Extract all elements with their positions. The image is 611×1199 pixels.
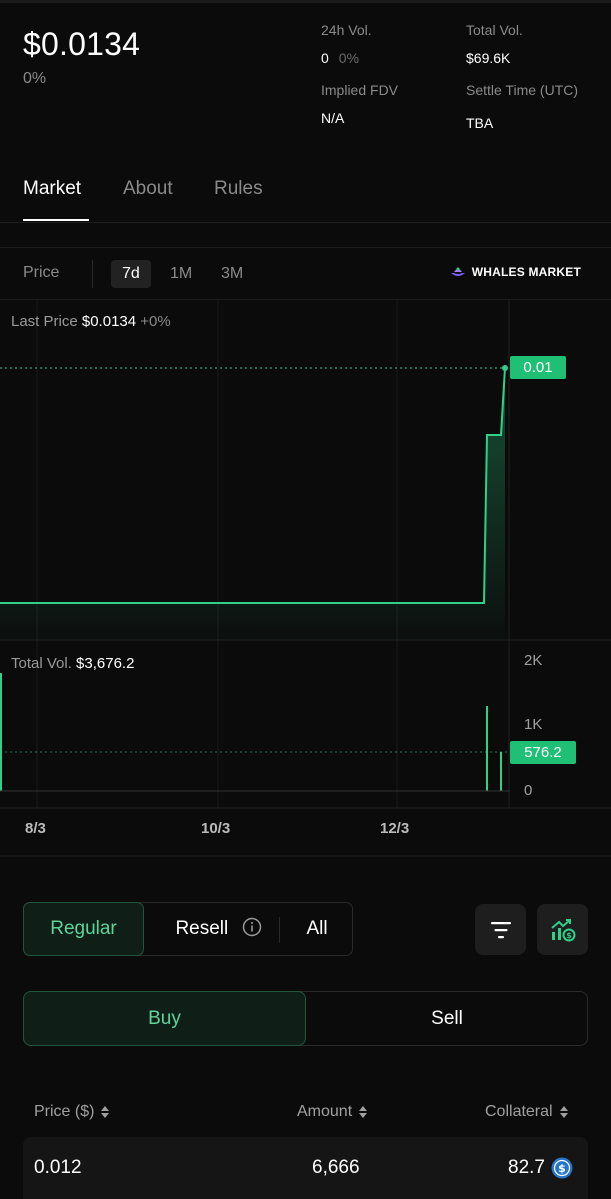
last-price-readout: Last Price $0.0134 +0% [11, 313, 171, 330]
row-collateral: 82.7 $ [508, 1157, 573, 1179]
vol24h-change: 0% [338, 50, 360, 66]
volume-bar [500, 752, 502, 791]
time-axis-tick: 8/3 [25, 820, 46, 837]
section-tabs: Market About Rules [0, 170, 611, 223]
row-collateral-value: 82.7 [508, 1157, 545, 1178]
whale-icon [450, 267, 465, 276]
tab-rules[interactable]: Rules [214, 178, 263, 199]
total-vol-readout: Total Vol. $3,676.2 [11, 655, 134, 672]
settle-time-label: Settle Time (UTC) [466, 82, 579, 98]
volume-bar [486, 706, 488, 791]
vol-axis-tick: 1K [524, 716, 543, 733]
sort-icon [101, 1106, 110, 1118]
sort-icon [559, 1106, 568, 1118]
time-axis-tick: 12/3 [380, 820, 410, 837]
offer-type-resell[interactable]: Resell [156, 903, 281, 955]
price-area [0, 368, 505, 640]
info-icon[interactable] [242, 917, 262, 937]
settle-time-value: TBA [466, 115, 494, 131]
brand-logo: WHALES MARKET [450, 265, 581, 279]
table-row[interactable]: 0.012 6,666 82.7 $ [23, 1137, 588, 1199]
current-price: $0.0134 [23, 26, 141, 62]
chart-growth-icon: $ [550, 918, 575, 941]
total-vol-chart-label: Total Vol. [11, 655, 72, 672]
resell-label: Resell [175, 918, 229, 939]
range-label: Price [23, 264, 60, 281]
brand-name: WHALES MARKET [471, 265, 581, 279]
svg-text:$: $ [566, 931, 572, 940]
buy-tab[interactable]: Buy [23, 991, 306, 1046]
price-header-label: Price ($) [34, 1103, 95, 1120]
total-vol-value: $69.6K [466, 50, 511, 66]
row-amount: 6,666 [312, 1157, 360, 1178]
price-chart-panel: Price 7d 1M 3M WHALES MARKET [0, 247, 611, 857]
amount-column-header[interactable]: Amount [297, 1103, 368, 1121]
amount-header-label: Amount [297, 1103, 353, 1120]
filter-icon [490, 921, 511, 938]
svg-text:$: $ [558, 1162, 566, 1175]
top-divider [0, 0, 611, 3]
filter-button[interactable] [475, 904, 526, 955]
offer-type-all[interactable]: All [306, 918, 328, 939]
range-selector: Price 7d 1M 3M WHALES MARKET [0, 248, 611, 300]
offer-type-regular[interactable]: Regular [23, 902, 144, 956]
tab-market[interactable]: Market [23, 178, 82, 199]
range-divider [92, 260, 93, 288]
last-price-change: +0% [140, 313, 171, 330]
chart-toggle-button[interactable]: $ [537, 904, 588, 955]
row-price: 0.012 [34, 1157, 82, 1178]
price-line [0, 367, 506, 604]
range-7d-button[interactable]: 7d [111, 260, 151, 288]
segment-divider [279, 917, 280, 943]
last-price-label: Last Price [11, 313, 78, 330]
price-change: 0% [23, 70, 47, 87]
time-axis-tick: 10/3 [201, 820, 231, 837]
collateral-column-header[interactable]: Collateral [485, 1103, 569, 1121]
last-price-dot [502, 365, 508, 371]
price-column-header[interactable]: Price ($) [34, 1103, 110, 1121]
fdv-value: N/A [321, 110, 345, 126]
collateral-header-label: Collateral [485, 1103, 553, 1120]
active-tab-indicator [23, 219, 89, 221]
vol24h-label: 24h Vol. [321, 22, 372, 38]
vol-axis-tick: 2K [524, 652, 543, 669]
vol-axis-tick: 0 [524, 782, 533, 799]
total-vol-label: Total Vol. [466, 22, 523, 38]
vol24h-value: 0 0% [321, 50, 359, 66]
price-volume-chart [0, 300, 611, 857]
range-1m-button[interactable]: 1M [170, 265, 193, 282]
sort-icon [359, 1106, 368, 1118]
last-price-value: $0.0134 [81, 313, 137, 330]
usdc-icon: $ [551, 1157, 573, 1179]
offer-type-selector: Regular Resell All [23, 902, 353, 956]
side-selector: Buy Sell [23, 991, 588, 1046]
fdv-label: Implied FDV [321, 82, 399, 98]
range-3m-button[interactable]: 3M [221, 265, 244, 282]
volume-bar [0, 673, 2, 791]
sell-tab[interactable]: Sell [431, 1008, 463, 1029]
vol24h-amount: 0 [321, 50, 329, 66]
tab-about[interactable]: About [123, 178, 173, 199]
volume-axis-tag: 576.2 [510, 741, 576, 764]
price-axis-tag: 0.01 [510, 356, 566, 379]
total-vol-chart-value: $3,676.2 [76, 655, 135, 672]
